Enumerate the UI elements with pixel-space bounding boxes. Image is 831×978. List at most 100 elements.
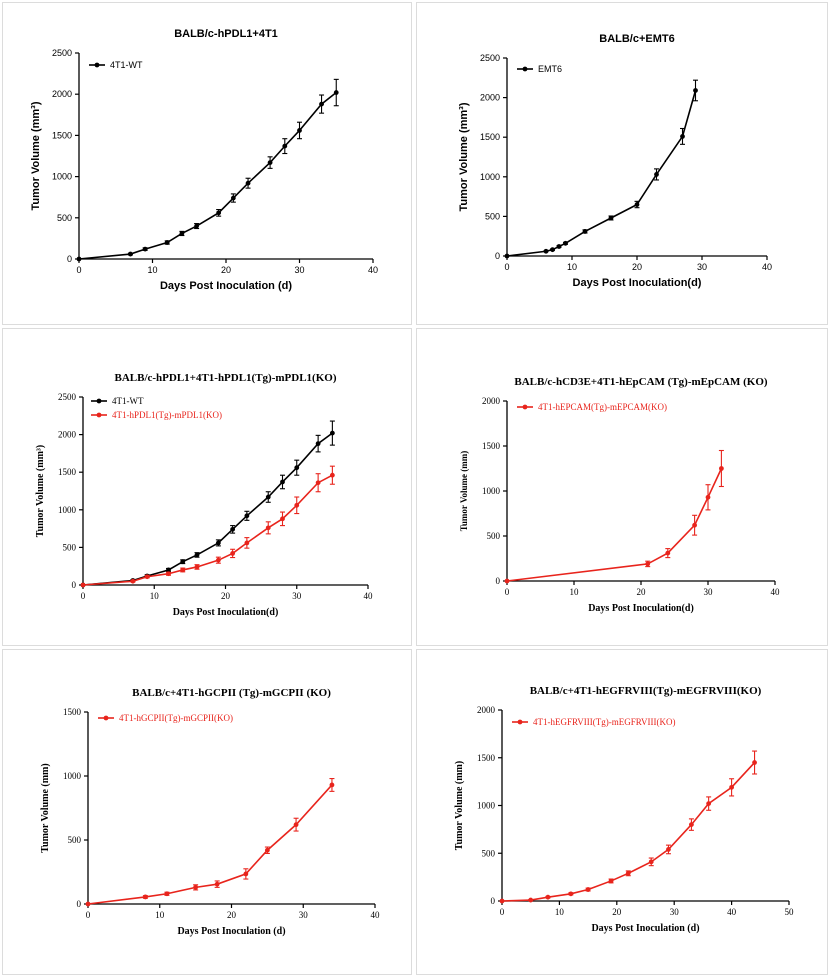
chart-panel-hegfrviii-tg-megfrviii-ko: BALB/c+4T1-hEGFRVIII(Tg)-mEGFRVIII(KO) 0 1… bbox=[416, 649, 828, 975]
x-tick-label: 20 bbox=[227, 910, 237, 920]
y-tick-label: 1500 bbox=[58, 467, 77, 477]
y-tick-label: 0 bbox=[496, 576, 501, 586]
legend-label: 4T1-WT bbox=[112, 396, 144, 406]
y-axis-label: Tumor Volume (mm³) bbox=[35, 445, 46, 537]
series-line bbox=[506, 90, 697, 257]
x-tick-label: 0 bbox=[505, 587, 510, 597]
data-point bbox=[645, 561, 651, 567]
data-point bbox=[568, 891, 574, 897]
legend-swatch-marker bbox=[103, 715, 109, 721]
x-tick-label: 40 bbox=[371, 910, 381, 920]
series-4t1-hepcam-tg-mepcam-ko bbox=[504, 449, 724, 584]
x-axis-label: Days Post Inoculation (d) bbox=[177, 926, 285, 937]
chart-title: BALB/c-hCD3E+4T1-hEpCAM (Tg)-mEpCAM (KO) bbox=[514, 376, 767, 388]
y-tick-label: 2000 bbox=[477, 705, 496, 715]
data-point bbox=[550, 247, 555, 253]
legend-entry: EMT6 bbox=[517, 64, 562, 74]
series-4t1-hpdl1-tg-mpdl1-ko bbox=[80, 465, 335, 588]
chart-title: BALB/c+4T1-hGCPII (Tg)-mGCPII (KO) bbox=[132, 687, 331, 699]
legend-entry: 4T1-WT bbox=[89, 60, 143, 70]
data-point bbox=[280, 516, 285, 522]
data-point bbox=[179, 231, 185, 236]
data-point bbox=[130, 578, 136, 584]
data-point bbox=[230, 551, 236, 556]
x-axis-label: Days Post Inoculation(d) bbox=[573, 277, 702, 289]
x-tick-label: 0 bbox=[504, 262, 509, 272]
data-point bbox=[280, 479, 285, 485]
data-point bbox=[499, 898, 505, 904]
data-point bbox=[264, 847, 270, 853]
legend-swatch-marker bbox=[96, 412, 102, 418]
y-axis-label: Tumor Volume (mm) bbox=[40, 763, 51, 852]
series-4t1-hegfrviii-tg-megfrviii-ko bbox=[499, 750, 758, 904]
data-point bbox=[504, 578, 510, 584]
data-point bbox=[543, 248, 549, 254]
data-point bbox=[244, 513, 250, 519]
data-point bbox=[680, 134, 685, 139]
chart-svg: BALB/c+EMT6 0 10 20 30 40 0 500 1000 1500 2000 2500… bbox=[458, 33, 772, 289]
data-point bbox=[706, 801, 712, 806]
x-tick-label: 10 bbox=[555, 907, 565, 917]
data-point bbox=[556, 244, 562, 249]
chart-panel-balbc-emt6: BALB/c+EMT6 0 10 20 30 40 0 500 1000 1500 2000 2500… bbox=[416, 2, 828, 325]
data-point bbox=[329, 782, 335, 788]
chart-svg: BALB/c-hCD3E+4T1-hEpCAM (Tg)-mEpCAM (KO)… bbox=[459, 376, 780, 614]
legend-swatch-marker bbox=[94, 62, 100, 68]
data-point bbox=[315, 441, 321, 447]
data-point bbox=[80, 582, 86, 588]
y-tick-label: 2500 bbox=[58, 392, 77, 402]
data-point bbox=[585, 887, 591, 892]
data-point bbox=[245, 180, 251, 186]
x-tick-label: 30 bbox=[697, 262, 707, 272]
y-tick-label: 500 bbox=[57, 213, 72, 223]
chart-title: BALB/c+EMT6 bbox=[599, 33, 675, 45]
legend-swatch-marker bbox=[96, 398, 102, 404]
y-tick-label: 2000 bbox=[52, 89, 72, 99]
y-tick-label: 1500 bbox=[63, 707, 82, 717]
y-tick-label: 1000 bbox=[58, 505, 77, 515]
data-point bbox=[625, 870, 631, 876]
data-point bbox=[180, 559, 186, 565]
x-tick-label: 30 bbox=[292, 591, 302, 601]
data-point bbox=[693, 88, 698, 93]
chart-title: BALB/c-hPDL1+4T1-hPDL1(Tg)-mPDL1(KO) bbox=[115, 372, 337, 384]
y-tick-label: 0 bbox=[77, 899, 82, 909]
data-point bbox=[193, 884, 199, 890]
y-tick-label: 500 bbox=[68, 835, 82, 845]
y-tick-label: 1000 bbox=[482, 486, 501, 496]
data-point bbox=[214, 881, 220, 887]
data-point bbox=[166, 567, 171, 573]
data-point bbox=[143, 894, 148, 900]
data-point bbox=[545, 894, 551, 900]
x-tick-label: 20 bbox=[632, 262, 642, 272]
data-point bbox=[294, 502, 300, 508]
data-point bbox=[180, 567, 186, 573]
y-axis-label: Tumor Volume (mm³) bbox=[30, 101, 42, 210]
x-tick-label: 40 bbox=[368, 265, 378, 275]
y-tick-label: 2500 bbox=[480, 53, 500, 63]
data-point bbox=[215, 557, 221, 563]
data-point bbox=[654, 172, 659, 177]
data-point bbox=[294, 465, 300, 471]
x-tick-label: 30 bbox=[299, 910, 309, 920]
data-point bbox=[293, 822, 299, 828]
x-axis-label: Days Post Inoculation (d) bbox=[160, 280, 292, 292]
legend-label: 4T1-hGCPII(Tg)-mGCPII(KO) bbox=[119, 713, 233, 723]
data-point bbox=[729, 784, 734, 790]
chart-svg: BALB/c+4T1-hGCPII (Tg)-mGCPII (KO) 0 10 20 3… bbox=[40, 687, 381, 937]
data-point bbox=[216, 210, 222, 216]
legend-entry: 4T1-hEPCAM(Tg)-mEPCAM(KO) bbox=[517, 402, 667, 412]
data-point bbox=[504, 253, 510, 259]
chart-svg: BALB/c-hPDL1+4T1 0 10 20 30 40 0 500 1000 1500 200… bbox=[30, 28, 378, 292]
y-tick-label: 2000 bbox=[58, 430, 77, 440]
legend-entry: 4T1-hPDL1(Tg)-mPDL1(KO) bbox=[91, 410, 222, 420]
data-point bbox=[265, 525, 271, 531]
x-tick-label: 30 bbox=[704, 587, 714, 597]
legend-entry: 4T1-WT bbox=[91, 396, 144, 406]
data-point bbox=[608, 878, 614, 884]
series-4t1-hgcpii-tg-mgcpii-ko bbox=[85, 778, 335, 907]
chart-panel-hgcpii-tg-mgcpii-ko: BALB/c+4T1-hGCPII (Tg)-mGCPII (KO) 0 10 20 3… bbox=[2, 649, 412, 975]
x-tick-label: 0 bbox=[86, 910, 91, 920]
y-tick-label: 0 bbox=[72, 580, 77, 590]
